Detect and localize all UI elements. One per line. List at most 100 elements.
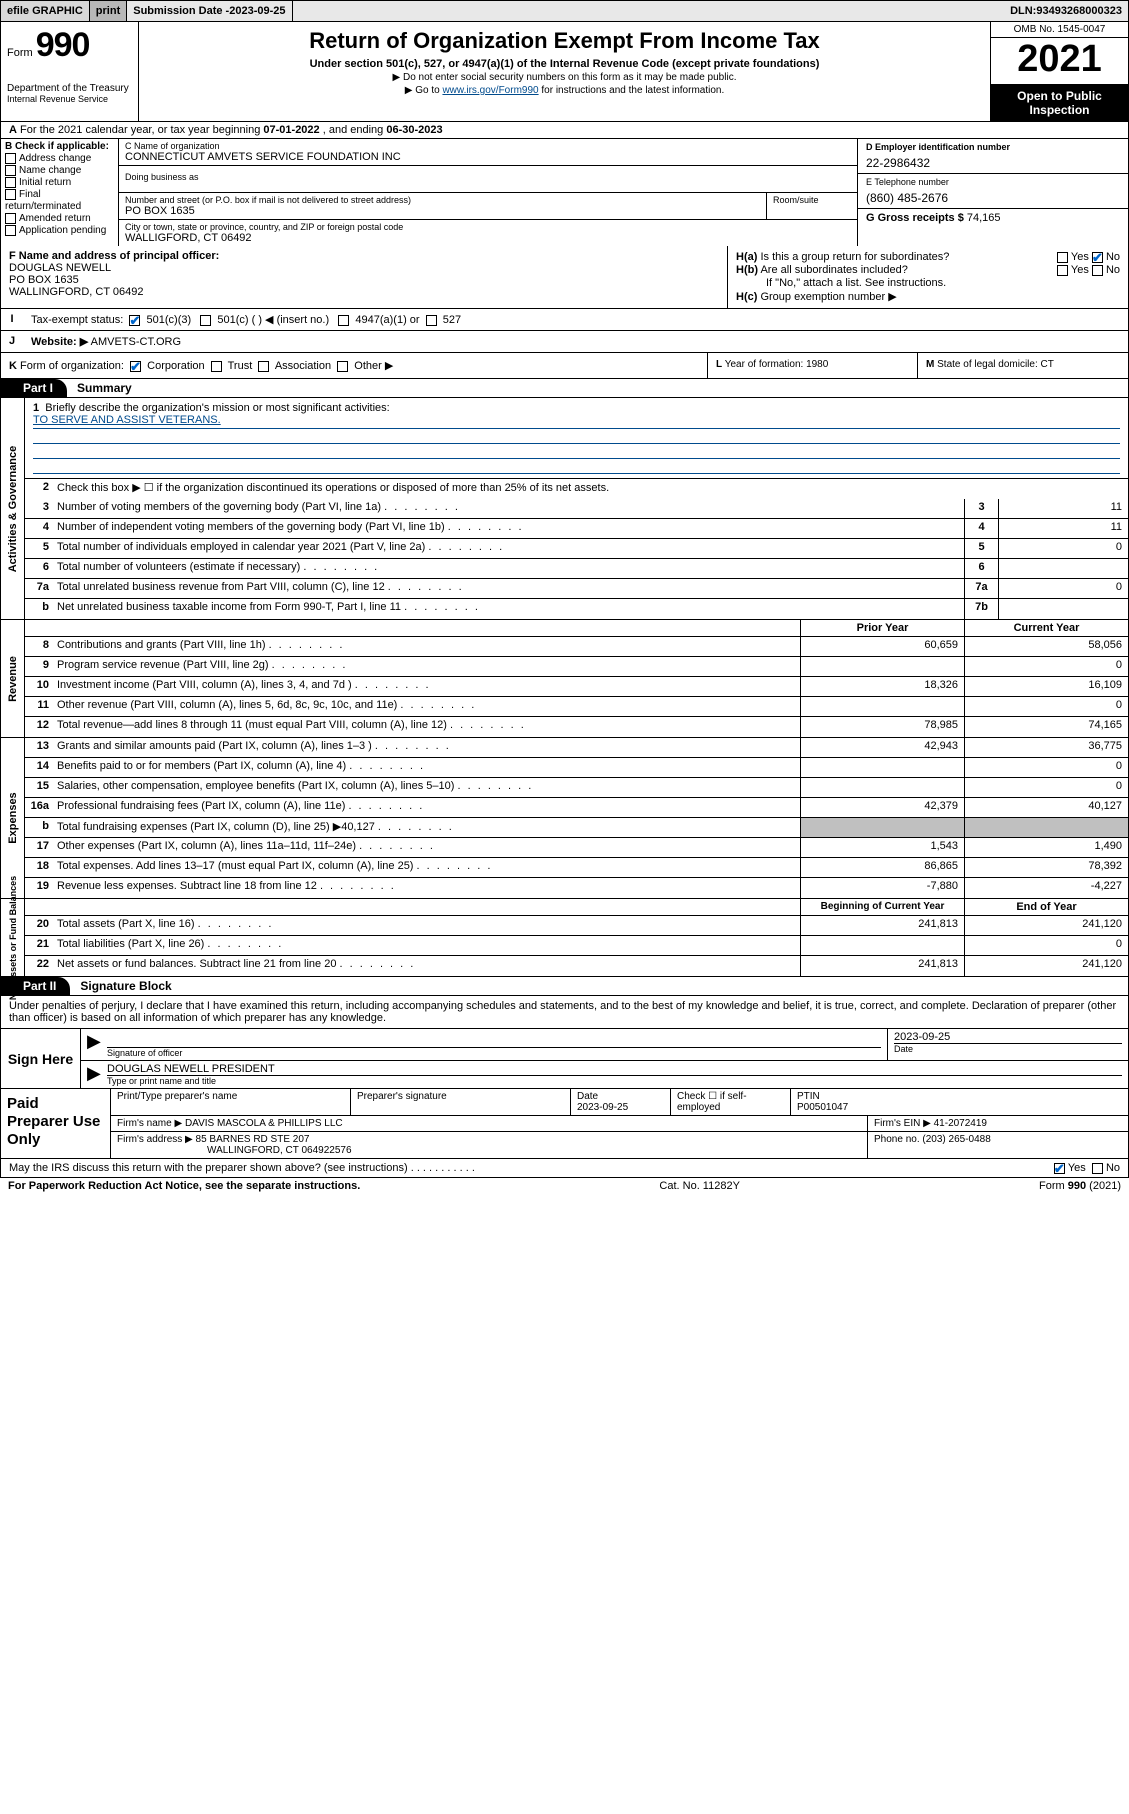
net-rows-container: 20Total assets (Part X, line 16) 241,813… [25, 916, 1128, 976]
chk-address-change[interactable]: Address change [5, 153, 114, 164]
row-text: Grants and similar amounts paid (Part IX… [53, 738, 800, 757]
row-prior: 78,985 [800, 717, 964, 737]
header-mid: Return of Organization Exempt From Incom… [139, 22, 990, 121]
discuss-yesno: Yes No [1054, 1162, 1120, 1174]
officer-name-label: Type or print name and title [107, 1075, 1122, 1086]
expenses-body: 13Grants and similar amounts paid (Part … [25, 738, 1128, 898]
preparer-name-label: Print/Type preparer's name [117, 1091, 344, 1102]
net-col-header: Beginning of Current Year End of Year [25, 899, 1128, 916]
instr-link-row: ▶ Go to www.irs.gov/Form990 for instruct… [149, 85, 980, 96]
row-num: 20 [25, 916, 53, 935]
firm-phone-value: (203) 265-0488 [922, 1134, 990, 1145]
side-label-expenses: Expenses [1, 738, 25, 898]
chk-other[interactable] [337, 361, 348, 372]
org-name: CONNECTICUT AMVETS SERVICE FOUNDATION IN… [125, 151, 851, 163]
efile-label: efile GRAPHIC [1, 1, 90, 21]
data-row-21: 21Total liabilities (Part X, line 26) 0 [25, 936, 1128, 956]
dba-label: Doing business as [125, 172, 851, 182]
side-label-ag: Activities & Governance [1, 398, 25, 619]
row-num: 15 [25, 778, 53, 797]
row-current [964, 818, 1128, 837]
chk-trust[interactable] [211, 361, 222, 372]
row-text: Total assets (Part X, line 16) [53, 916, 800, 935]
hb-line: H(b) Are all subordinates included? Yes … [736, 264, 1120, 276]
row-current: 58,056 [964, 637, 1128, 656]
ag-box: 3 [964, 499, 998, 518]
side-label-expenses-text: Expenses [7, 792, 19, 843]
sign-here-label: Sign Here [1, 1029, 81, 1088]
chk-corporation[interactable] [130, 361, 141, 372]
ag-row-7a: 7aTotal unrelated business revenue from … [25, 579, 1128, 599]
chk-501c[interactable] [200, 315, 211, 326]
ag-num: 3 [25, 499, 53, 518]
ha-no-checkbox[interactable] [1092, 252, 1103, 263]
ag-row-6: 6Total number of volunteers (estimate if… [25, 559, 1128, 579]
row-num: 10 [25, 677, 53, 696]
instr-ssn-text: Do not enter social security numbers on … [403, 72, 736, 83]
chk-association[interactable] [258, 361, 269, 372]
data-row-b: bTotal fundraising expenses (Part IX, co… [25, 818, 1128, 838]
row-prior: 42,943 [800, 738, 964, 757]
ag-box: 6 [964, 559, 998, 578]
data-row-19: 19Revenue less expenses. Subtract line 1… [25, 878, 1128, 898]
chk-final-return-label: Final return/terminated [5, 190, 81, 212]
chk-application-pending[interactable]: Application pending [5, 225, 114, 236]
room-suite: Room/suite [767, 193, 857, 219]
row-num: 21 [25, 936, 53, 955]
ag-text: Total number of volunteers (estimate if … [53, 559, 964, 578]
l-year-formation: L Year of formation: 1980 [708, 353, 918, 378]
k-form-of-org: K Form of organization: Corporation Trus… [1, 353, 708, 378]
hb-text: Are all subordinates included? [760, 264, 907, 276]
print-button[interactable]: print [90, 1, 127, 21]
opt-527: 527 [443, 314, 461, 326]
signature-intro: Under penalties of perjury, I declare th… [0, 996, 1129, 1028]
instr-goto: Go to [415, 85, 442, 96]
data-row-20: 20Total assets (Part X, line 16) 241,813… [25, 916, 1128, 936]
chk-application-pending-label: Application pending [19, 225, 106, 236]
ha-yes-checkbox[interactable] [1057, 252, 1068, 263]
ag-text: Total unrelated business revenue from Pa… [53, 579, 964, 598]
chk-final-return[interactable]: Final return/terminated [5, 189, 114, 211]
chk-amended-return[interactable]: Amended return [5, 213, 114, 224]
data-row-11: 11Other revenue (Part VIII, column (A), … [25, 697, 1128, 717]
data-row-14: 14Benefits paid to or for members (Part … [25, 758, 1128, 778]
row-num: 17 [25, 838, 53, 857]
row-i-content: Tax-exempt status: 501(c)(3) 501(c) ( ) … [23, 309, 1128, 330]
mission-block: 1 Briefly describe the organization's mi… [25, 398, 1128, 479]
row-num: 12 [25, 717, 53, 737]
row-l-label: L [716, 359, 722, 370]
submission-date-label: Submission Date - [133, 5, 229, 17]
hb-yes-checkbox[interactable] [1057, 265, 1068, 276]
opt-trust: Trust [228, 360, 253, 372]
col-current-year: Current Year [964, 620, 1128, 636]
firm-phone-label: Phone no. [874, 1134, 920, 1145]
ag-box: 7b [964, 599, 998, 619]
chk-501c3[interactable] [129, 315, 140, 326]
row-text: Total revenue—add lines 8 through 11 (mu… [53, 717, 800, 737]
officer-addr1: PO BOX 1635 [9, 274, 719, 286]
discuss-no-checkbox[interactable] [1092, 1163, 1103, 1174]
m-state-domicile: M State of legal domicile: CT [918, 353, 1128, 378]
irs-link[interactable]: www.irs.gov/Form990 [442, 85, 538, 96]
row-prior: 241,813 [800, 916, 964, 935]
chk-address-change-label: Address change [19, 153, 91, 164]
row-text: Program service revenue (Part VIII, line… [53, 657, 800, 676]
chk-initial-return[interactable]: Initial return [5, 177, 114, 188]
officer-name: DOUGLAS NEWELL [9, 262, 719, 274]
chk-527[interactable] [426, 315, 437, 326]
mission-text: TO SERVE AND ASSIST VETERANS. [33, 414, 221, 426]
discuss-yes-checkbox[interactable] [1054, 1163, 1065, 1174]
firm-name-value: DAVIS MASCOLA & PHILLIPS LLC [185, 1118, 343, 1129]
footer-left: For Paperwork Reduction Act Notice, see … [8, 1180, 360, 1192]
ag-value [998, 559, 1128, 578]
ag-num: 5 [25, 539, 53, 558]
preparer-date-label: Date [577, 1091, 664, 1102]
hb-no-checkbox[interactable] [1092, 265, 1103, 276]
open-line2: Inspection [993, 103, 1126, 117]
chk-4947[interactable] [338, 315, 349, 326]
row-i-label: I [1, 309, 23, 330]
chk-name-change[interactable]: Name change [5, 165, 114, 176]
dln: DLN: 93493268000323 [1004, 1, 1128, 21]
phone-value: (860) 485-2676 [866, 191, 1120, 205]
part2-title: Signature Block [70, 979, 171, 993]
